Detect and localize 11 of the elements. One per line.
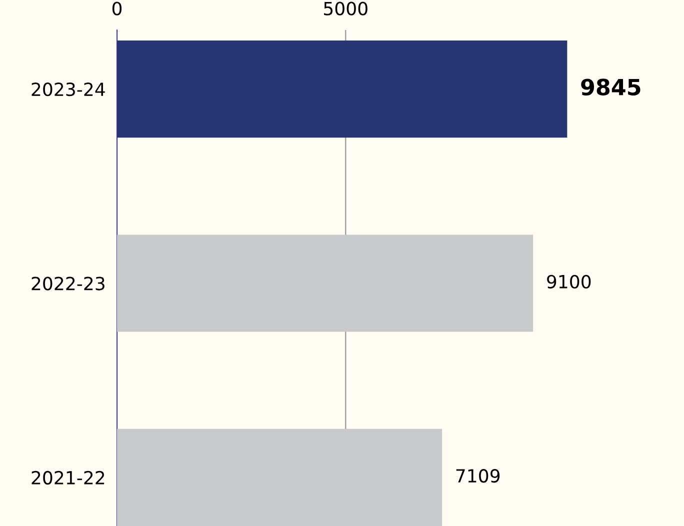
bar: [117, 428, 442, 526]
data-label: 9100: [547, 274, 591, 288]
x-tick-label: 5000: [324, 2, 368, 16]
y-tick-label: 2021-22: [32, 470, 104, 485]
y-tick-label: 2022-23: [32, 276, 104, 290]
x-tick-label: 0: [112, 2, 122, 16]
bar: [117, 234, 534, 332]
data-label: 9845: [581, 78, 640, 96]
bar: [117, 40, 568, 138]
y-tick-label: 2023-24: [32, 82, 105, 96]
data-label: 7109: [456, 469, 500, 483]
